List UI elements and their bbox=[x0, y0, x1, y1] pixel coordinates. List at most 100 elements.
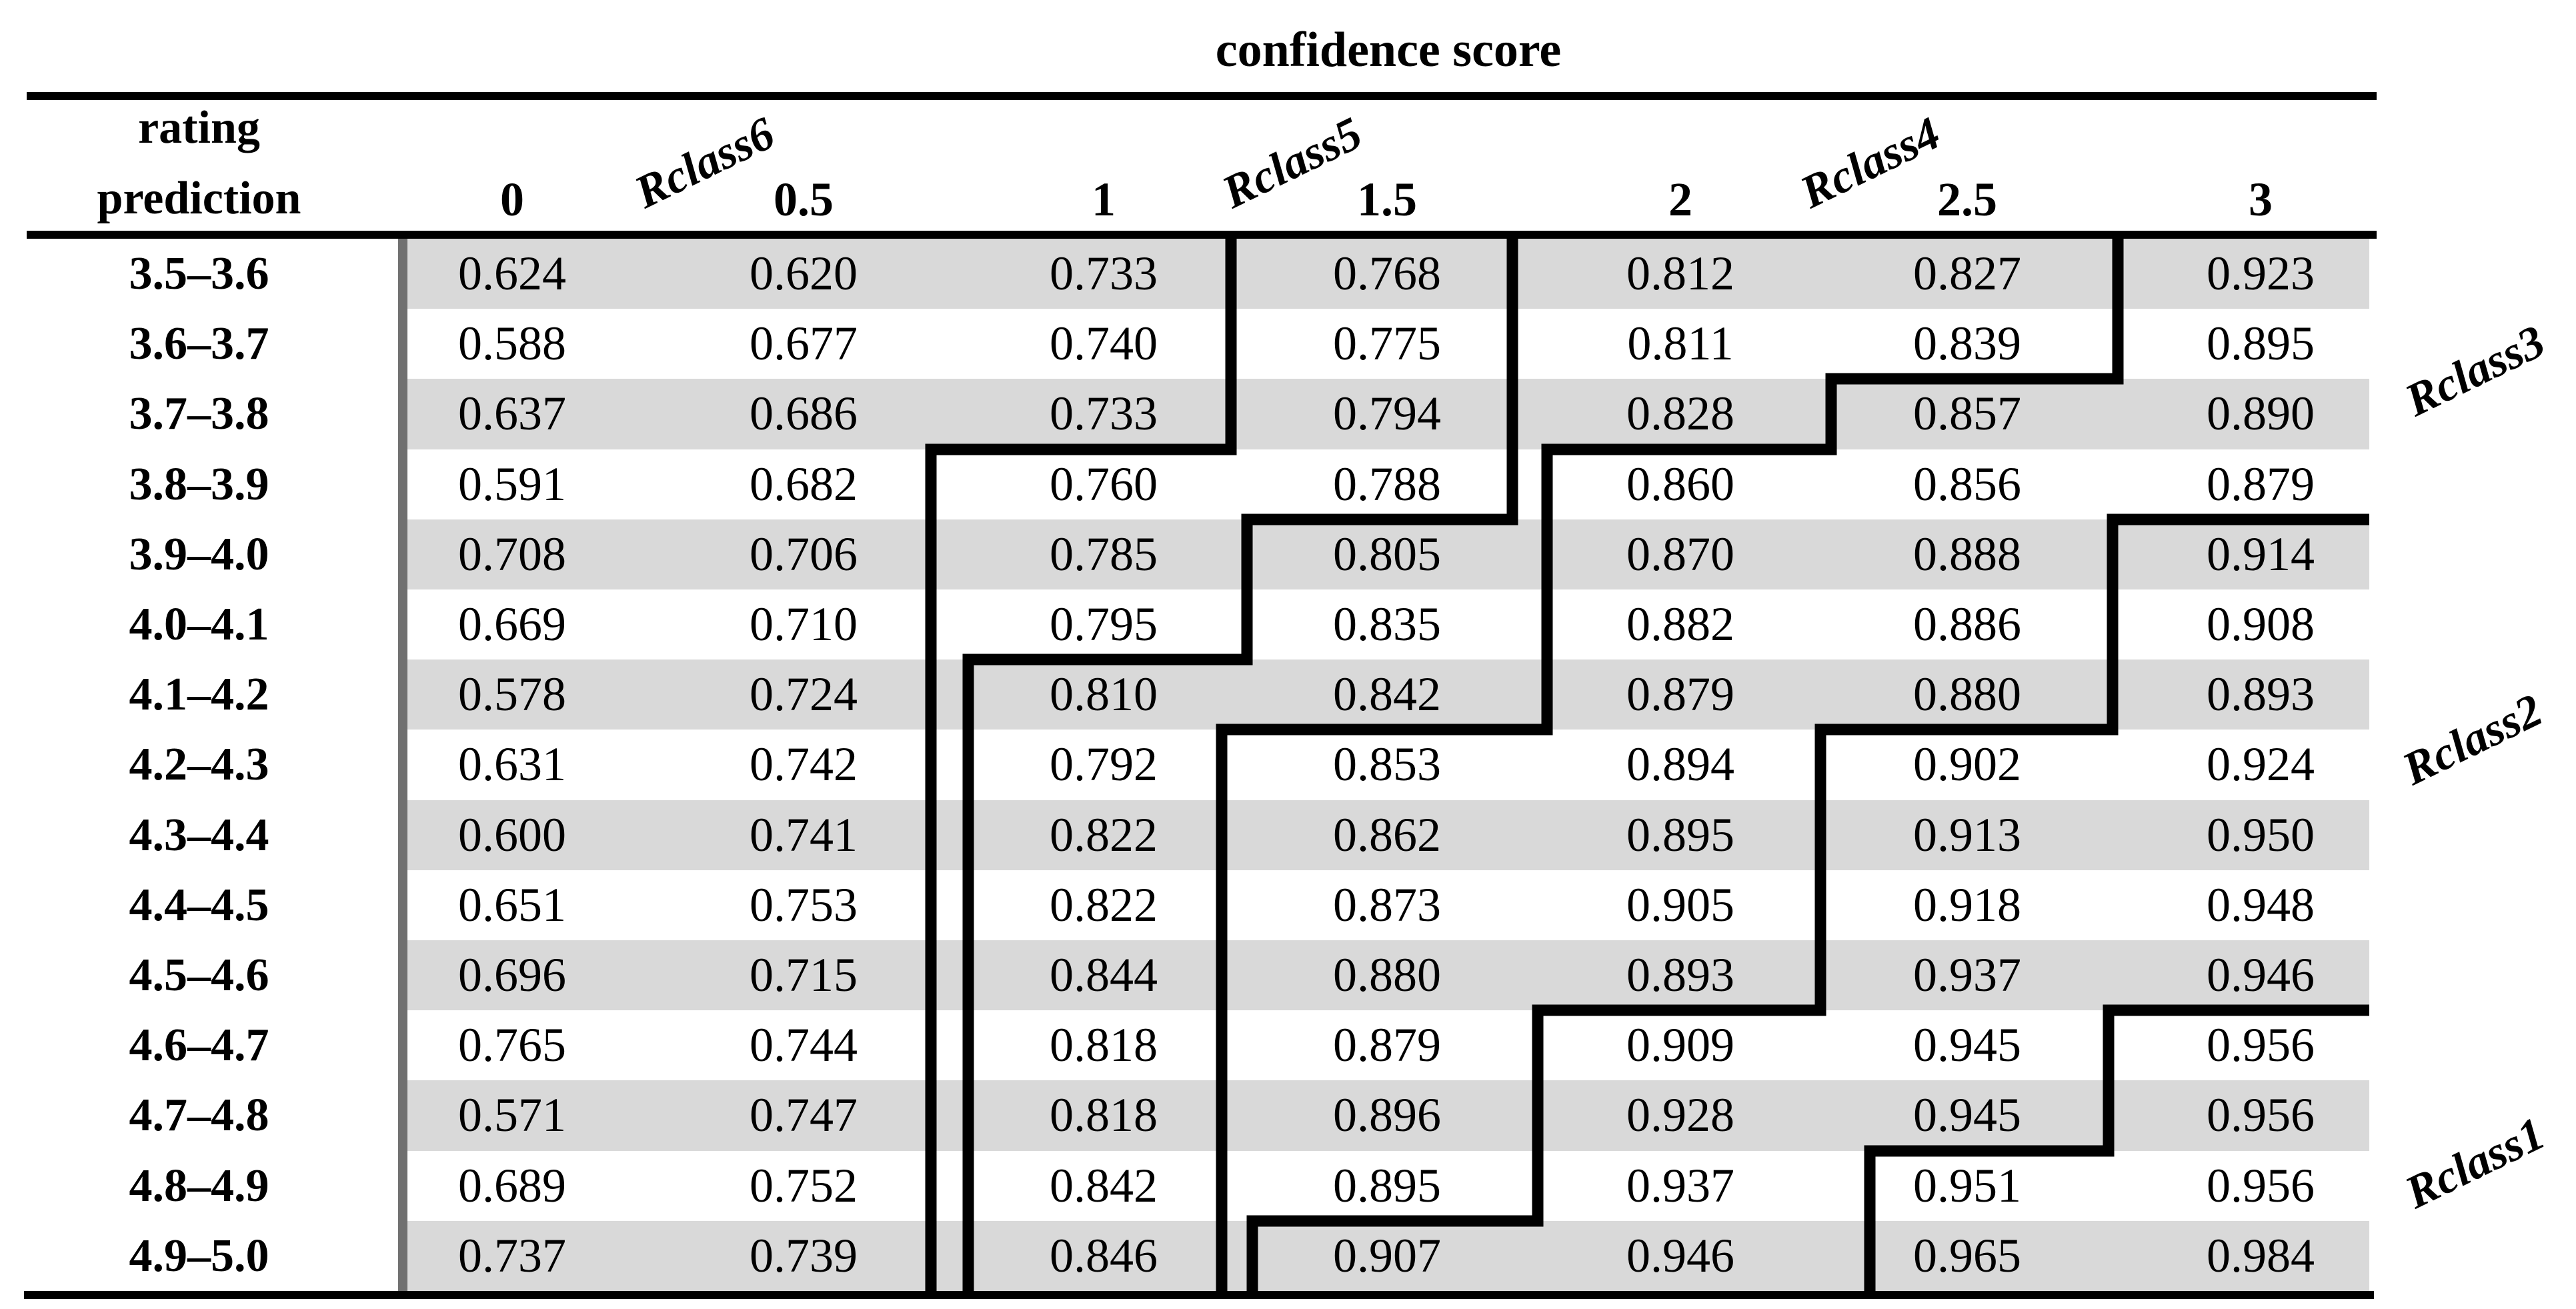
cell-value: 0.873 bbox=[1333, 878, 1441, 932]
cell-value: 0.775 bbox=[1333, 317, 1441, 371]
cell-value: 0.879 bbox=[1626, 668, 1734, 722]
column-header: 0.5 bbox=[774, 173, 834, 226]
column-header: 3 bbox=[2249, 173, 2273, 226]
cell-value: 0.937 bbox=[1626, 1158, 1734, 1212]
cell-value: 0.895 bbox=[1333, 1158, 1441, 1212]
cell-value: 0.956 bbox=[2207, 1088, 2315, 1142]
column-header: 0 bbox=[500, 173, 524, 226]
rule-bottom bbox=[24, 1291, 2374, 1299]
cell-value: 0.741 bbox=[750, 808, 858, 862]
cell-value: 0.733 bbox=[1050, 247, 1158, 300]
cell-value: 0.923 bbox=[2207, 247, 2315, 300]
cell-value: 0.822 bbox=[1050, 808, 1158, 862]
cell-value: 0.870 bbox=[1626, 527, 1734, 581]
row-label: 4.5–4.6 bbox=[129, 950, 269, 1001]
row-label: 4.8–4.9 bbox=[129, 1160, 269, 1212]
cell-value: 0.571 bbox=[458, 1088, 566, 1142]
table-row: 4.5–4.6 0.696 0.715 0.844 0.880 0.893 0.937 0.9… bbox=[0, 940, 2576, 1011]
cell-value: 0.689 bbox=[458, 1158, 566, 1212]
cell-value: 0.744 bbox=[750, 1018, 858, 1072]
row-label: 4.3–4.4 bbox=[129, 809, 269, 861]
cell-value: 0.893 bbox=[1626, 948, 1734, 1002]
table-row: 3.5–3.6 0.624 0.620 0.733 0.768 0.812 0.827 0.9… bbox=[0, 239, 2576, 309]
table-row: 3.7–3.8 0.637 0.686 0.733 0.794 0.828 0.857 0.8… bbox=[0, 379, 2576, 449]
cell-value: 0.682 bbox=[750, 457, 858, 511]
cell-value: 0.946 bbox=[1626, 1228, 1734, 1282]
cell-value: 0.795 bbox=[1050, 597, 1158, 651]
row-label: 3.8–3.9 bbox=[129, 458, 269, 510]
cell-value: 0.984 bbox=[2207, 1228, 2315, 1282]
cell-value: 0.913 bbox=[1913, 808, 2021, 862]
cell-value: 0.818 bbox=[1050, 1088, 1158, 1142]
cell-value: 0.950 bbox=[2207, 808, 2315, 862]
cell-value: 0.788 bbox=[1333, 457, 1441, 511]
cell-value: 0.669 bbox=[458, 597, 566, 651]
cell-value: 0.715 bbox=[750, 948, 858, 1002]
cell-value: 0.853 bbox=[1333, 738, 1441, 792]
row-header-line2: prediction bbox=[97, 173, 301, 224]
cell-value: 0.924 bbox=[2207, 738, 2315, 792]
cell-value: 0.752 bbox=[750, 1158, 858, 1212]
boundary-rclass6-rclass5 bbox=[925, 239, 1237, 1291]
row-stripe bbox=[407, 519, 2369, 589]
cell-value: 0.895 bbox=[1626, 808, 1734, 862]
cell-value: 0.839 bbox=[1913, 317, 2021, 371]
cell-value: 0.895 bbox=[2207, 317, 2315, 371]
cell-value: 0.708 bbox=[458, 527, 566, 581]
column-header: 1.5 bbox=[1357, 173, 1417, 226]
cell-value: 0.857 bbox=[1913, 387, 2021, 441]
row-stripe bbox=[407, 239, 2369, 309]
row-stripe bbox=[407, 660, 2369, 730]
cell-value: 0.856 bbox=[1913, 457, 2021, 511]
cell-value: 0.965 bbox=[1913, 1228, 2021, 1282]
cell-value: 0.637 bbox=[458, 387, 566, 441]
cell-value: 0.879 bbox=[1333, 1018, 1441, 1072]
cell-value: 0.928 bbox=[1626, 1088, 1734, 1142]
row-stripe bbox=[407, 379, 2369, 449]
cell-value: 0.740 bbox=[1050, 317, 1158, 371]
boundary-rclass2-rclass1 bbox=[1864, 1004, 2369, 1291]
cell-value: 0.909 bbox=[1626, 1018, 1734, 1072]
row-label: 3.9–4.0 bbox=[129, 528, 269, 580]
column-header: 2.5 bbox=[1937, 173, 1997, 226]
rule-top bbox=[27, 92, 2377, 100]
boundary-rclass5-rclass4 bbox=[962, 239, 1518, 1291]
cell-value: 0.842 bbox=[1333, 668, 1441, 722]
cell-value: 0.768 bbox=[1333, 247, 1441, 300]
cell-value: 0.888 bbox=[1913, 527, 2021, 581]
cell-value: 0.818 bbox=[1050, 1018, 1158, 1072]
cell-value: 0.792 bbox=[1050, 738, 1158, 792]
cell-value: 0.631 bbox=[458, 738, 566, 792]
cell-value: 0.710 bbox=[750, 597, 858, 651]
cell-value: 0.880 bbox=[1913, 668, 2021, 722]
cell-value: 0.937 bbox=[1913, 948, 2021, 1002]
cell-value: 0.739 bbox=[750, 1228, 858, 1282]
cell-value: 0.948 bbox=[2207, 878, 2315, 932]
cell-value: 0.686 bbox=[750, 387, 858, 441]
table-row: 4.9–5.0 0.737 0.739 0.846 0.907 0.946 0.965 0.9… bbox=[0, 1220, 2576, 1291]
row-label: 4.9–5.0 bbox=[129, 1230, 269, 1282]
row-label: 3.6–3.7 bbox=[129, 318, 269, 370]
cell-value: 0.886 bbox=[1913, 597, 2021, 651]
cell-value: 0.600 bbox=[458, 808, 566, 862]
cell-value: 0.945 bbox=[1913, 1018, 2021, 1072]
table-row: 3.9–4.0 0.708 0.706 0.785 0.805 0.870 0.888 0.9… bbox=[0, 519, 2576, 589]
table-row: 3.8–3.9 0.591 0.682 0.760 0.788 0.860 0.856 0.8… bbox=[0, 449, 2576, 519]
row-stripe bbox=[407, 800, 2369, 870]
cell-value: 0.624 bbox=[458, 247, 566, 300]
cell-value: 0.846 bbox=[1050, 1228, 1158, 1282]
cell-value: 0.733 bbox=[1050, 387, 1158, 441]
cell-value: 0.890 bbox=[2207, 387, 2315, 441]
row-label: 4.7–4.8 bbox=[129, 1090, 269, 1142]
cell-value: 0.696 bbox=[458, 948, 566, 1002]
cell-value: 0.747 bbox=[750, 1088, 858, 1142]
cell-value: 0.882 bbox=[1626, 597, 1734, 651]
cell-value: 0.785 bbox=[1050, 527, 1158, 581]
cell-value: 0.677 bbox=[750, 317, 858, 371]
cell-value: 0.822 bbox=[1050, 878, 1158, 932]
cell-value: 0.765 bbox=[458, 1018, 566, 1072]
table-row: 3.6–3.7 0.588 0.677 0.740 0.775 0.811 0.839 0.8… bbox=[0, 309, 2576, 379]
label-separator-bar bbox=[398, 239, 407, 1291]
row-stripe bbox=[407, 1220, 2369, 1291]
cell-value: 0.880 bbox=[1333, 948, 1441, 1002]
